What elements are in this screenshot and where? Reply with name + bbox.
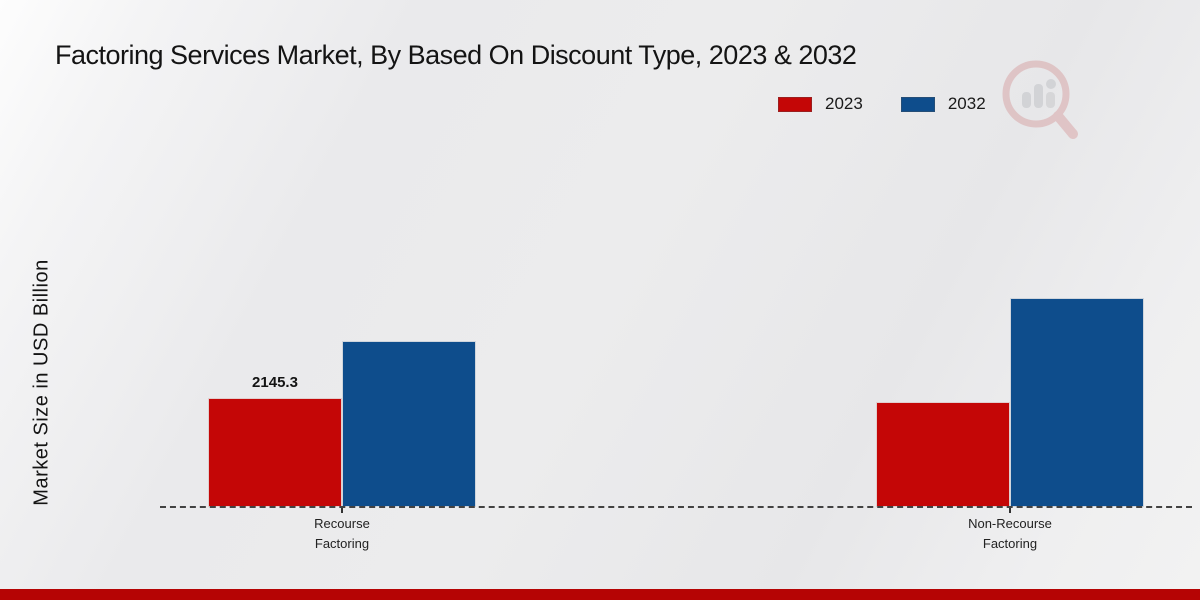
bar-2023-non-recourse-factoring	[876, 402, 1010, 507]
x-axis-tick	[341, 507, 343, 513]
footer-accent-bar	[0, 589, 1200, 600]
magnifier-bar-chart-logo-icon	[1002, 60, 1078, 139]
bar-2032-recourse-factoring	[342, 341, 476, 507]
x-axis-tick	[1009, 507, 1011, 513]
bar-2023-recourse-factoring	[208, 398, 342, 507]
legend-swatch-2023	[778, 96, 812, 112]
chart-title: Factoring Services Market, By Based On D…	[55, 40, 857, 70]
legend-label-2032: 2032	[947, 94, 986, 113]
bar-value-label: 2145.3	[252, 374, 298, 391]
x-axis-baseline	[160, 506, 1192, 508]
legend-item-2023: 2023	[778, 94, 863, 114]
x-axis-category-label: Recourse Factoring	[314, 516, 370, 552]
x-axis-category-label: Non-Recourse Factoring	[968, 516, 1052, 552]
legend-swatch-2032	[900, 96, 935, 112]
legend: 2023 2032	[778, 94, 986, 114]
bar-2032-non-recourse-factoring	[1010, 298, 1144, 507]
legend-label-2023: 2023	[825, 94, 863, 113]
legend-item-2032: 2032	[900, 94, 986, 114]
